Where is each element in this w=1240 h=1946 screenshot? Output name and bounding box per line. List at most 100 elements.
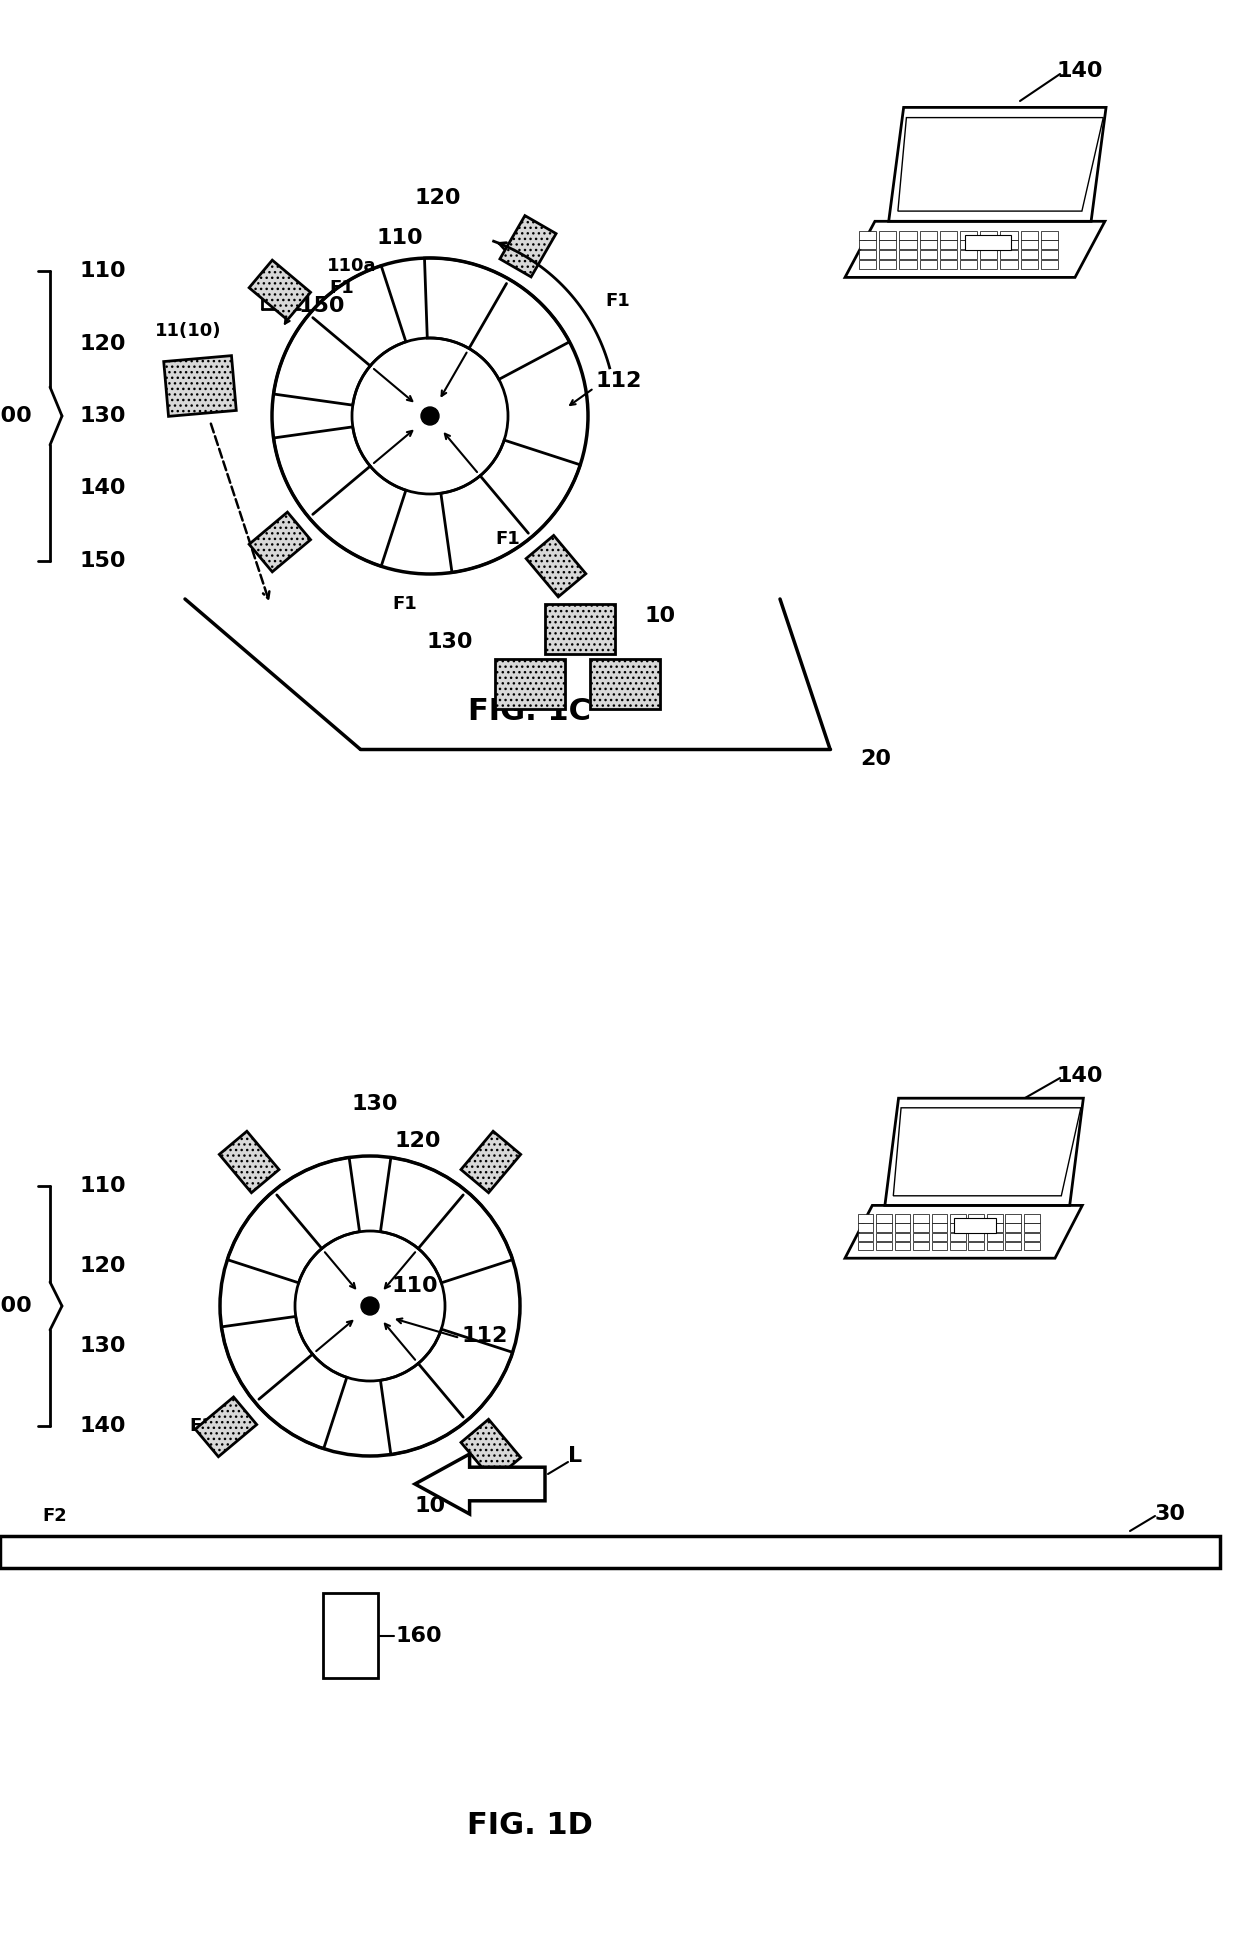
Bar [461,1131,521,1193]
Bar [968,1214,985,1222]
Bar [968,1242,985,1249]
Bar [968,1224,985,1232]
Bar [931,1232,947,1242]
Text: 10: 10 [414,1496,445,1516]
Bar [859,261,875,269]
Bar [913,1232,929,1242]
Bar [960,241,977,249]
Bar [981,230,997,239]
Wedge shape [274,426,405,566]
Bar [981,261,997,269]
Bar [894,1214,910,1222]
Wedge shape [381,1329,512,1454]
Bar [894,1224,910,1232]
Bar [1040,251,1058,259]
Bar [879,251,897,259]
Bar [981,251,997,259]
Bar [931,1224,947,1232]
Polygon shape [844,1205,1083,1259]
Bar [940,251,957,259]
Text: 130: 130 [81,1337,126,1356]
Bar [1040,230,1058,239]
Bar [940,230,957,239]
Bar [987,1232,1003,1242]
Bar [1021,261,1038,269]
Bar [987,1242,1003,1249]
Bar [877,1242,892,1249]
Text: 112: 112 [596,372,642,391]
Text: F2: F2 [42,1506,67,1526]
Bar [987,1224,1003,1232]
Bar [968,1232,985,1242]
Text: 110a: 110a [327,257,377,274]
Wedge shape [381,1158,512,1282]
Bar [1001,241,1018,249]
Bar [879,261,897,269]
Bar [526,535,585,597]
Bar [899,230,916,239]
Bar [1001,230,1018,239]
Bar [859,251,875,259]
Bar [164,356,237,416]
Bar [1021,230,1038,239]
Text: 100: 100 [0,407,32,426]
Bar [913,1224,929,1232]
Bar [920,261,936,269]
Text: 130: 130 [81,407,126,426]
Wedge shape [227,1158,360,1282]
Polygon shape [885,1098,1084,1205]
Text: 140: 140 [81,1417,126,1436]
Text: 120: 120 [81,333,126,354]
Text: 20: 20 [861,749,892,769]
Bar [249,261,310,319]
Bar [1006,1242,1022,1249]
Text: F1: F1 [496,529,521,549]
Text: F1: F1 [393,595,418,613]
Bar [899,251,916,259]
Bar [879,230,897,239]
Bar [0,1535,1220,1568]
Bar [858,1224,873,1232]
Polygon shape [898,117,1104,210]
Bar [1021,241,1038,249]
Bar [858,1242,873,1249]
Bar [858,1214,873,1222]
Circle shape [422,407,439,424]
Text: 140: 140 [1056,1066,1104,1086]
Wedge shape [424,259,569,379]
Bar [249,512,310,572]
Text: FIG. 1C: FIG. 1C [469,697,591,726]
Bar [950,1224,966,1232]
Text: F1: F1 [605,292,630,309]
Bar [322,1594,377,1677]
Bar [950,1242,966,1249]
Bar [931,1242,947,1249]
Bar [940,261,957,269]
Bar [1024,1214,1039,1222]
Bar [960,230,977,239]
Bar [1040,241,1058,249]
Bar [960,261,977,269]
Text: 112: 112 [463,1325,508,1347]
Bar [1006,1214,1022,1222]
Bar [960,251,977,259]
Text: 140: 140 [81,479,126,498]
Text: 150: 150 [299,296,345,315]
Text: 160: 160 [396,1625,443,1646]
Bar [1024,1224,1039,1232]
Bar [940,241,957,249]
Bar [877,1224,892,1232]
Bar [950,1214,966,1222]
Bar [495,660,565,708]
Bar [987,1214,1003,1222]
Circle shape [361,1296,379,1315]
Bar [950,1232,966,1242]
Text: 110: 110 [81,261,126,280]
Bar [859,241,875,249]
Bar [877,1214,892,1222]
Bar [1001,251,1018,259]
Text: L: L [568,1446,582,1465]
Polygon shape [889,107,1106,222]
Bar [931,1214,947,1222]
Bar [546,603,615,654]
